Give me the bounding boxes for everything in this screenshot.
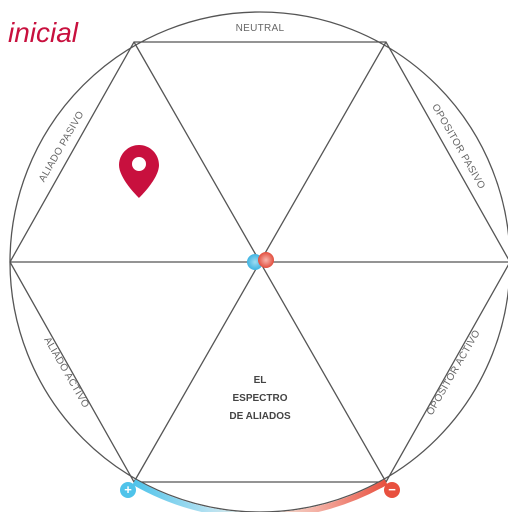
center-label: ESPECTRO (232, 393, 287, 404)
center-dot-red (258, 252, 274, 268)
segment-label: NEUTRAL (236, 23, 285, 34)
spectrum-arc (132, 479, 388, 512)
map-pin (119, 145, 159, 198)
plus-sign: + (124, 482, 132, 497)
segment-label: OPOSITOR ACTIVO (425, 328, 483, 417)
center-label: DE ALIADOS (229, 411, 291, 422)
minus-icon (384, 482, 400, 498)
plus-icon (120, 482, 136, 498)
segment-label: OPOSITOR PASIVO (429, 102, 487, 191)
segment-label: ALIADO PASIVO (37, 109, 86, 184)
segment-label: ALIADO ACTIVO (41, 335, 91, 410)
center-label: EL (254, 375, 267, 386)
title: inicial (8, 17, 79, 48)
minus-sign: − (388, 482, 396, 497)
